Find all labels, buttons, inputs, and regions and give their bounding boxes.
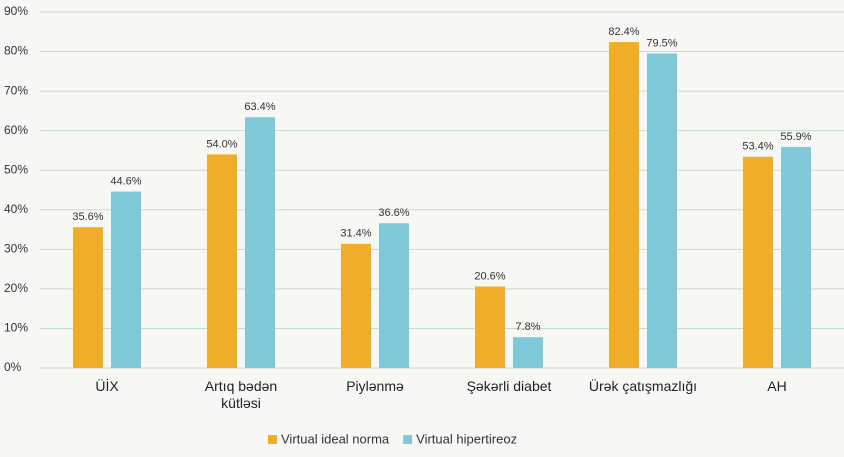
y-tick-label: 0% [4,360,22,374]
y-tick-label: 60% [4,123,28,137]
bar [73,227,103,368]
x-tick-label: ÜİX [95,378,119,394]
value-label: 54.0% [206,138,237,150]
value-label: 82.4% [608,26,639,38]
bar [111,191,141,368]
legend-swatch [268,435,277,444]
value-label: 35.6% [72,211,103,223]
bar [207,154,237,368]
bar [341,243,371,368]
bar [781,146,811,368]
legend-swatch [403,435,413,444]
legend-label: Virtual ideal norma [281,431,390,446]
x-tick-label: Ürək çatışmazlığı [588,378,698,394]
value-label: 79.5% [646,37,677,49]
y-tick-label: 40% [4,202,28,216]
x-tick-label: Şəkərli diabet [466,378,552,394]
y-tick-label: 10% [4,321,28,335]
y-tick-label: 30% [4,242,28,256]
value-label: 36.6% [378,207,409,219]
bar [379,223,409,368]
y-tick-label: 50% [4,162,28,176]
y-tick-label: 80% [4,44,28,58]
x-tick-label: AH [767,378,787,394]
legend-label: Virtual hipertireoz [416,431,517,446]
value-label: 63.4% [244,101,275,113]
value-label: 44.6% [110,175,141,187]
y-tick-label: 70% [4,83,28,97]
value-label: 53.4% [742,141,773,153]
bar [743,156,773,368]
value-label: 55.9% [780,131,811,143]
y-tick-label: 20% [4,281,28,295]
value-label: 7.8% [515,321,540,333]
value-label: 20.6% [474,270,505,282]
value-label: 31.4% [340,228,371,240]
bar [609,42,639,368]
bar [475,286,505,368]
bar [513,337,543,368]
bar [245,117,275,369]
x-tick-label: Piylənmə [346,378,404,394]
x-tick-label: Artıq bədən kütləsi [204,378,278,411]
y-tick-label: 90% [4,4,28,18]
bar [647,53,677,369]
